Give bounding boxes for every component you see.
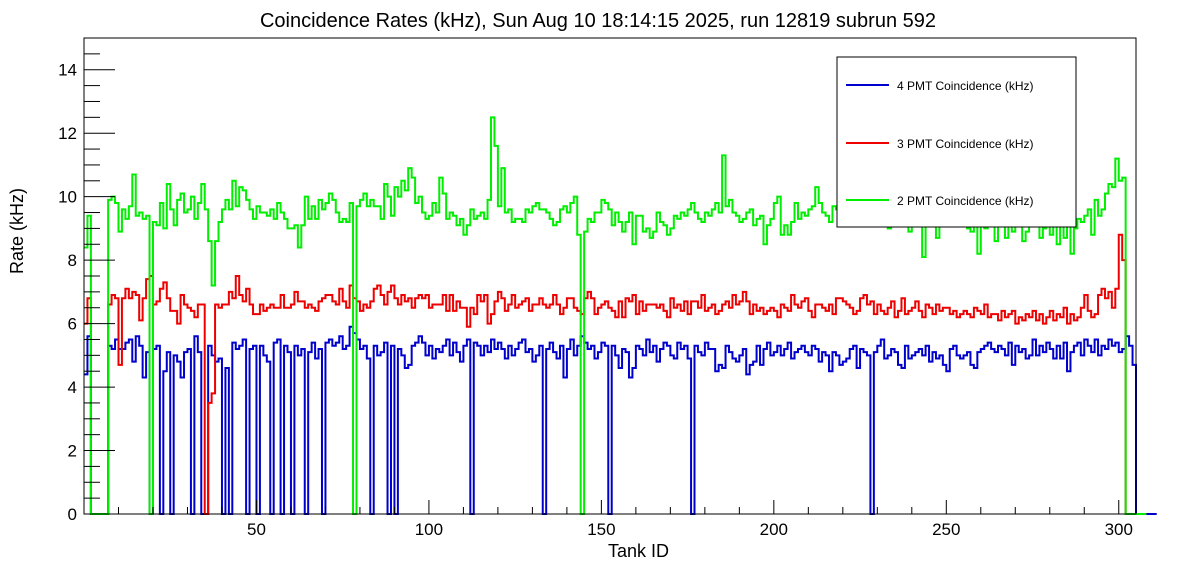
axis-layer: 0 2 4 6 8 10 12 14 50 100 150 200 250 300	[58, 37, 1133, 539]
x-tick-label: 300	[1105, 520, 1133, 539]
y-tick-label: 14	[58, 61, 77, 80]
x-tick-label: 200	[760, 520, 788, 539]
y-tick-label: 12	[58, 124, 77, 143]
y-tick-label: 8	[68, 251, 77, 270]
x-axis-title: Tank ID	[608, 541, 669, 561]
y-tick-label: 6	[68, 315, 77, 334]
y-tick-label: 10	[58, 188, 77, 207]
x-tick-label: 100	[415, 520, 443, 539]
x-tick-label: 250	[932, 520, 960, 539]
y-tick-label: 0	[68, 505, 77, 524]
y-tick-label: 4	[68, 378, 77, 397]
y-tick-label: 2	[68, 442, 77, 461]
y-axis-title: Rate (kHz)	[7, 188, 27, 274]
chart-title: Coincidence Rates (kHz), Sun Aug 10 18:1…	[260, 10, 936, 32]
legend-label-3pmt: 3 PMT Coincidence (kHz)	[897, 137, 1034, 151]
legend: 4 PMT Coincidence (kHz) 3 PMT Coincidenc…	[836, 56, 1077, 228]
x-tick-label: 50	[247, 520, 266, 539]
series-line-0	[84, 325, 1157, 515]
x-tick-label: 150	[587, 520, 615, 539]
legend-label-2pmt: 2 PMT Coincidence (kHz)	[897, 194, 1034, 208]
legend-label-4pmt: 4 PMT Coincidence (kHz)	[897, 79, 1034, 93]
series-line-1	[84, 233, 1147, 515]
